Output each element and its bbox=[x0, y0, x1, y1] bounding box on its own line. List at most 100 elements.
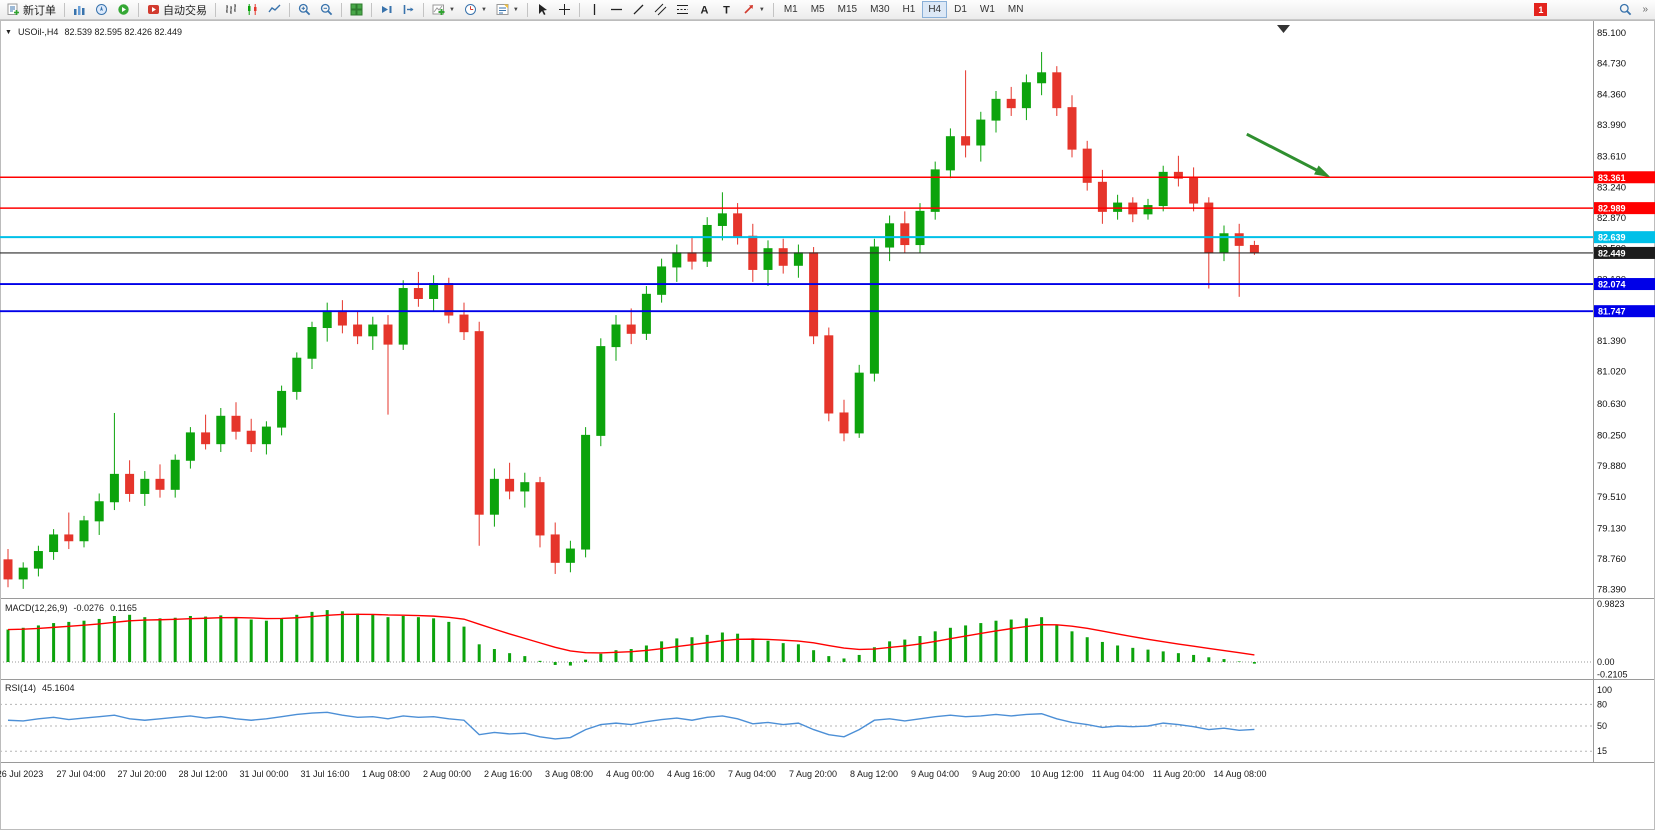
timeframe-button-h4[interactable]: H4 bbox=[922, 1, 948, 18]
horizontal-line-object[interactable]: 82.989 bbox=[0, 202, 1655, 215]
candle bbox=[353, 324, 363, 337]
macd-histogram-bar bbox=[1131, 647, 1135, 663]
horizontal-line-object[interactable]: 81.747 bbox=[0, 305, 1655, 318]
chart-shift-button[interactable] bbox=[398, 1, 419, 18]
zoom-out-button[interactable] bbox=[316, 1, 337, 18]
periods-button[interactable]: ▼ bbox=[460, 1, 491, 18]
candle bbox=[368, 324, 378, 337]
vertical-line-icon bbox=[593, 4, 596, 15]
macd-histogram-bar bbox=[827, 656, 831, 663]
trendline-button[interactable] bbox=[628, 1, 649, 18]
horizontal-line-button[interactable] bbox=[606, 1, 627, 18]
candle bbox=[1113, 202, 1123, 212]
candle bbox=[185, 432, 195, 461]
macd-histogram-bar bbox=[492, 649, 496, 663]
svg-text:A: A bbox=[700, 5, 708, 17]
macd-histogram-bar bbox=[173, 617, 177, 663]
macd-histogram-bar bbox=[1161, 651, 1165, 663]
crosshair-icon bbox=[558, 4, 570, 15]
autotrading-button[interactable]: 自动交易 bbox=[143, 1, 211, 18]
chart-window[interactable]: 0.9823 0.00 -0.2105 100 80 50 15 85.100 84.730 84… bbox=[0, 20, 1655, 830]
horizontal-line-object[interactable]: 82.074 bbox=[0, 278, 1655, 291]
svg-text:79.130: 79.130 bbox=[1597, 523, 1626, 534]
line-chart-button[interactable] bbox=[264, 1, 285, 18]
new-order-icon bbox=[7, 3, 19, 15]
indicators-button[interactable]: ▼ bbox=[428, 1, 459, 18]
macd-histogram-bar bbox=[948, 627, 952, 663]
chevron-down-icon: ▼ bbox=[480, 6, 487, 13]
cursor-button[interactable] bbox=[532, 1, 553, 18]
search-button[interactable] bbox=[1615, 1, 1636, 18]
templates-button[interactable]: ▼ bbox=[492, 1, 523, 18]
svg-text:83.610: 83.610 bbox=[1597, 152, 1626, 163]
candle bbox=[337, 310, 347, 326]
timeframe-button-m15[interactable]: M15 bbox=[832, 1, 863, 18]
timeframe-button-d1[interactable]: D1 bbox=[948, 1, 973, 18]
candle bbox=[657, 266, 667, 295]
candle bbox=[1204, 202, 1214, 254]
macd-histogram-bar bbox=[872, 647, 876, 663]
auto-scroll-button[interactable] bbox=[376, 1, 397, 18]
macd-histogram-bar bbox=[523, 656, 527, 663]
tile-windows-button[interactable] bbox=[346, 1, 367, 18]
terminal-button[interactable] bbox=[113, 1, 134, 18]
timeframe-button-m5[interactable]: M5 bbox=[805, 1, 831, 18]
candlestick-chart-button[interactable] bbox=[242, 1, 263, 18]
svg-text:2 Aug 00:00: 2 Aug 00:00 bbox=[423, 769, 471, 779]
timeframe-button-m30[interactable]: M30 bbox=[864, 1, 895, 18]
toolbar-overflow-icon[interactable]: » bbox=[1642, 4, 1648, 15]
timeframe-button-h1[interactable]: H1 bbox=[897, 1, 922, 18]
macd-histogram-bar bbox=[1009, 619, 1013, 663]
bar-chart-button[interactable] bbox=[220, 1, 241, 18]
candlestick-chart-icon bbox=[248, 4, 257, 15]
macd-histogram-bar bbox=[781, 643, 785, 663]
horizontal-line-object[interactable]: 82.639 bbox=[0, 231, 1655, 244]
navigator-button[interactable] bbox=[91, 1, 112, 18]
toolbar-separator bbox=[289, 2, 290, 17]
macd-histogram-bar bbox=[1040, 617, 1044, 663]
candle bbox=[246, 430, 256, 445]
timeframe-button-m1[interactable]: M1 bbox=[778, 1, 804, 18]
macd-histogram-bar bbox=[219, 615, 223, 663]
terminal-icon bbox=[118, 4, 129, 15]
macd-histogram-bar bbox=[736, 633, 740, 663]
candle bbox=[717, 213, 727, 226]
crosshair-button[interactable] bbox=[554, 1, 575, 18]
zoom-in-button[interactable] bbox=[294, 1, 315, 18]
chevron-down-icon: ▼ bbox=[449, 6, 455, 13]
macd-histogram-bar bbox=[584, 659, 588, 663]
candle bbox=[520, 482, 530, 492]
chart-canvas[interactable]: 0.9823 0.00 -0.2105 100 80 50 15 85.100 84.730 84… bbox=[0, 20, 1655, 830]
timeframe-button-w1[interactable]: W1 bbox=[974, 1, 1001, 18]
vertical-line-button[interactable] bbox=[584, 1, 605, 18]
macd-histogram-bar bbox=[857, 654, 861, 663]
time-axis[interactable]: 26 Jul 2023 27 Jul 04:00 27 Jul 20:00 28 Ju… bbox=[0, 769, 1267, 779]
svg-text:79.880: 79.880 bbox=[1597, 461, 1626, 472]
notification-badge[interactable]: 1 bbox=[1534, 3, 1548, 16]
chart-shift-marker[interactable] bbox=[1277, 25, 1290, 33]
svg-text:80.250: 80.250 bbox=[1597, 430, 1626, 441]
trend-arrow-annotation[interactable] bbox=[1246, 132, 1331, 178]
autotrading-icon bbox=[148, 5, 159, 14]
channel-icon bbox=[654, 3, 667, 16]
new-order-button[interactable]: 新订单 bbox=[3, 1, 60, 18]
macd-histogram-bar bbox=[6, 629, 10, 663]
macd-histogram-bar bbox=[1116, 645, 1120, 663]
candle bbox=[1052, 72, 1062, 109]
candle bbox=[900, 223, 910, 246]
candle bbox=[581, 434, 591, 550]
macd-histogram-bar bbox=[842, 658, 846, 663]
svg-text:82.074: 82.074 bbox=[1598, 280, 1626, 290]
svg-text:11 Aug 04:00: 11 Aug 04:00 bbox=[1092, 769, 1144, 779]
zoom-out-icon bbox=[320, 3, 333, 16]
text-label-button[interactable]: T bbox=[716, 1, 737, 18]
market-watch-button[interactable] bbox=[69, 1, 90, 18]
text-button[interactable]: A bbox=[694, 1, 715, 18]
channel-button[interactable] bbox=[650, 1, 671, 18]
macd-histogram-bar bbox=[675, 638, 679, 663]
candle bbox=[474, 331, 484, 515]
horizontal-line-object[interactable]: 83.361 bbox=[0, 171, 1655, 184]
timeframe-button-mn[interactable]: MN bbox=[1002, 1, 1030, 18]
fibonacci-button[interactable] bbox=[672, 1, 693, 18]
arrows-button[interactable]: ▼ bbox=[738, 1, 769, 18]
